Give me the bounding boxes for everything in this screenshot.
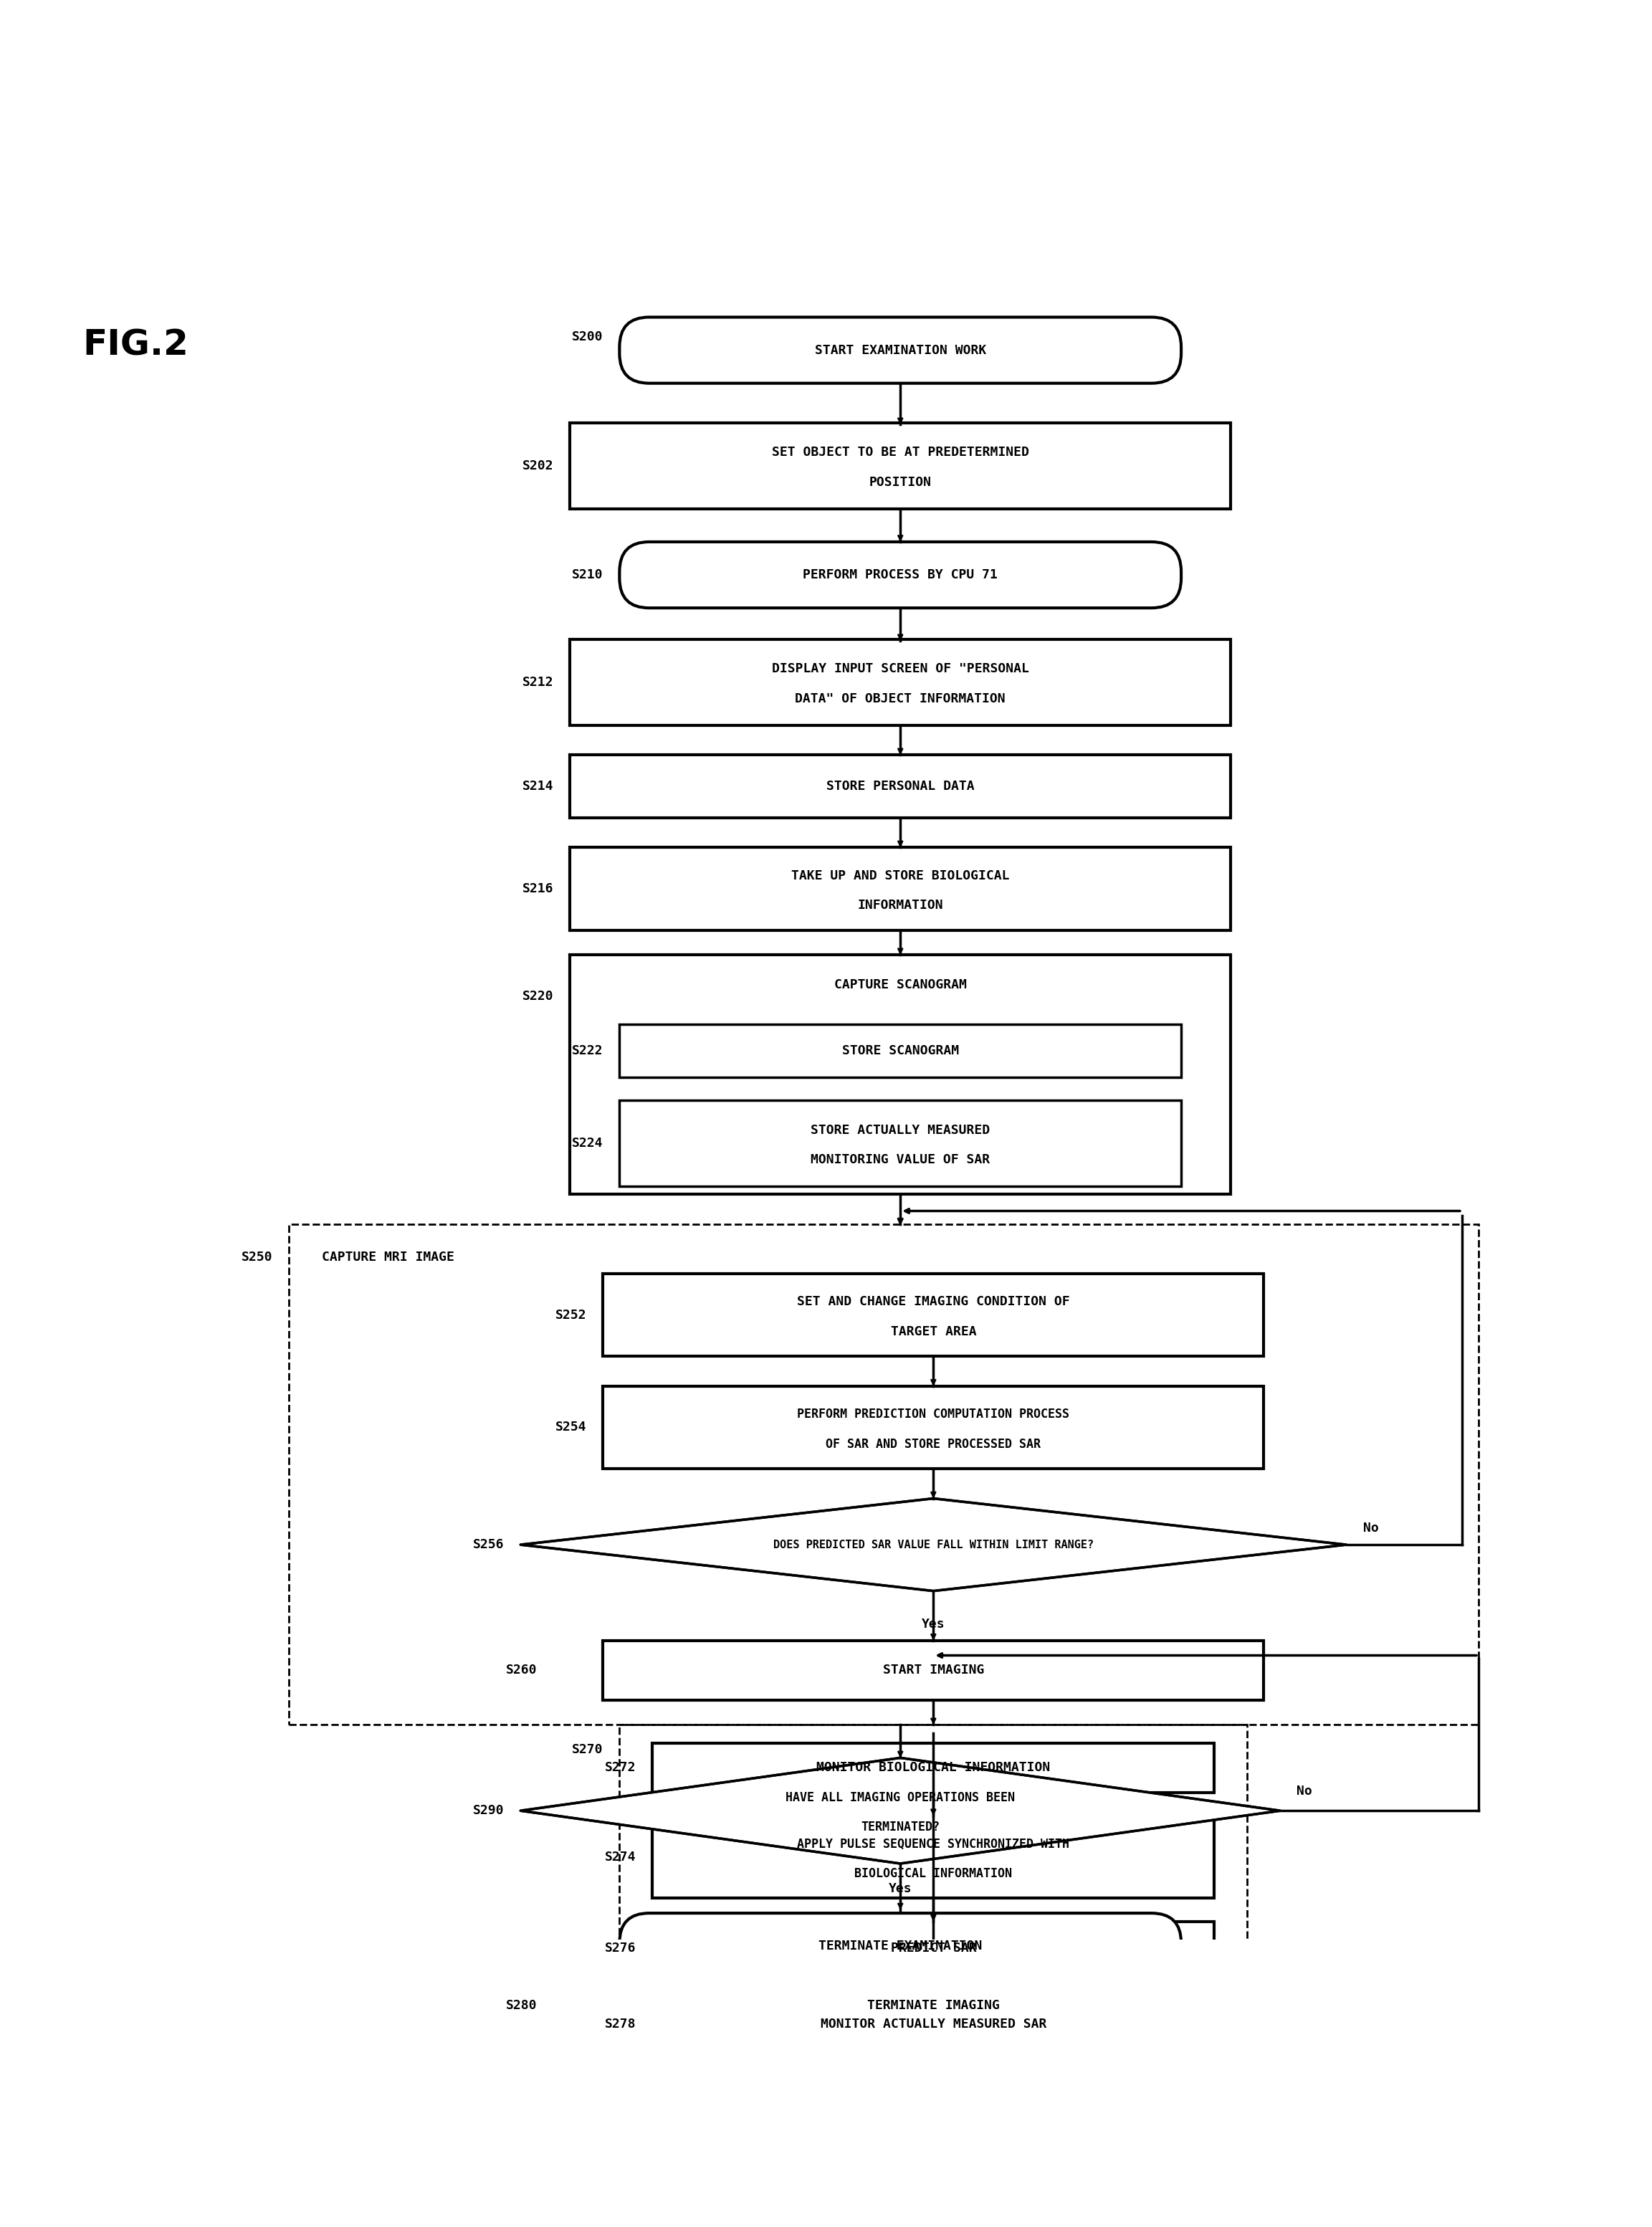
Text: S256: S256 [472,1539,504,1552]
Text: DATA" OF OBJECT INFORMATION: DATA" OF OBJECT INFORMATION [795,693,1006,706]
Text: PREDICT SAR: PREDICT SAR [890,1942,976,1955]
FancyBboxPatch shape [620,316,1181,383]
Polygon shape [520,1499,1346,1590]
Text: S290: S290 [472,1804,504,1817]
Text: S254: S254 [555,1421,586,1434]
Text: Yes: Yes [922,1617,945,1630]
Bar [653,1922,1214,1975]
Bar [603,1641,1264,1699]
Text: S272: S272 [605,1762,636,1775]
Text: S260: S260 [506,1664,537,1677]
Text: STORE ACTUALLY MEASURED: STORE ACTUALLY MEASURED [811,1125,990,1136]
Text: S200: S200 [572,330,603,343]
Text: PERFORM PROCESS BY CPU 71: PERFORM PROCESS BY CPU 71 [803,568,998,581]
Text: No: No [1297,1784,1312,1797]
Text: SET OBJECT TO BE AT PREDETERMINED: SET OBJECT TO BE AT PREDETERMINED [771,445,1029,459]
Bar [620,1100,1181,1187]
Text: Yes: Yes [889,1882,912,1895]
Text: PERFORM PREDICTION COMPUTATION PROCESS: PERFORM PREDICTION COMPUTATION PROCESS [798,1407,1069,1421]
Text: STORE SCANOGRAM: STORE SCANOGRAM [843,1044,958,1058]
Text: APPLY PULSE SEQUENCE SYNCHRONIZED WITH: APPLY PULSE SEQUENCE SYNCHRONIZED WITH [798,1837,1069,1851]
Text: START EXAMINATION WORK: START EXAMINATION WORK [814,343,986,356]
Bar [570,755,1231,817]
Bar [603,1980,1264,2031]
Bar [570,848,1231,931]
Text: S216: S216 [522,882,553,895]
Text: START IMAGING: START IMAGING [882,1664,985,1677]
Text: OF SAR AND STORE PROCESSED SAR: OF SAR AND STORE PROCESSED SAR [826,1436,1041,1450]
Text: S202: S202 [522,459,553,472]
Bar [603,1385,1264,1470]
Text: S274: S274 [605,1851,636,1864]
Text: TAKE UP AND STORE BIOLOGICAL: TAKE UP AND STORE BIOLOGICAL [791,869,1009,882]
Bar [603,1274,1264,1356]
Text: TERMINATE EXAMINATION: TERMINATE EXAMINATION [818,1940,983,1953]
Text: DOES PREDICTED SAR VALUE FALL WITHIN LIMIT RANGE?: DOES PREDICTED SAR VALUE FALL WITHIN LIM… [773,1539,1094,1550]
Text: FIG.2: FIG.2 [83,327,188,363]
Text: MONITOR ACTUALLY MEASURED SAR: MONITOR ACTUALLY MEASURED SAR [821,2018,1046,2031]
Bar [620,1024,1181,1078]
FancyBboxPatch shape [620,1913,1181,1980]
Text: STORE PERSONAL DATA: STORE PERSONAL DATA [826,779,975,793]
Bar [570,423,1231,508]
Text: S270: S270 [572,1744,603,1757]
Text: HAVE ALL IMAGING OPERATIONS BEEN: HAVE ALL IMAGING OPERATIONS BEEN [786,1791,1014,1804]
Bar [570,955,1231,1194]
Text: No: No [1363,1521,1378,1534]
Text: S250: S250 [241,1252,273,1263]
Text: S252: S252 [555,1309,586,1321]
Text: SET AND CHANGE IMAGING CONDITION OF: SET AND CHANGE IMAGING CONDITION OF [796,1296,1070,1307]
Bar [653,1998,1214,2051]
Text: CAPTURE MRI IMAGE: CAPTURE MRI IMAGE [322,1252,454,1263]
Bar [653,1815,1214,1897]
Text: S224: S224 [572,1136,603,1149]
Text: MONITOR BIOLOGICAL INFORMATION: MONITOR BIOLOGICAL INFORMATION [816,1762,1051,1775]
Text: S278: S278 [605,2018,636,2031]
Text: S280: S280 [506,2000,537,2013]
Text: POSITION: POSITION [869,477,932,490]
Text: S212: S212 [522,675,553,688]
Text: BIOLOGICAL INFORMATION: BIOLOGICAL INFORMATION [854,1866,1013,1880]
Text: S222: S222 [572,1044,603,1058]
Bar [620,1724,1247,1964]
Bar [653,1744,1214,1793]
Text: S210: S210 [572,568,603,581]
Text: MONITORING VALUE OF SAR: MONITORING VALUE OF SAR [811,1154,990,1167]
Bar [570,639,1231,726]
Text: DISPLAY INPUT SCREEN OF "PERSONAL: DISPLAY INPUT SCREEN OF "PERSONAL [771,664,1029,675]
Polygon shape [520,1757,1280,1864]
Text: S276: S276 [605,1942,636,1955]
Text: TARGET AREA: TARGET AREA [890,1325,976,1338]
Text: S220: S220 [522,989,553,1002]
FancyBboxPatch shape [620,541,1181,608]
Text: TERMINATE IMAGING: TERMINATE IMAGING [867,2000,999,2013]
Text: CAPTURE SCANOGRAM: CAPTURE SCANOGRAM [834,978,966,991]
Text: INFORMATION: INFORMATION [857,900,943,911]
Bar [289,1225,1479,1724]
Text: S214: S214 [522,779,553,793]
Text: TERMINATED?: TERMINATED? [861,1822,940,1833]
